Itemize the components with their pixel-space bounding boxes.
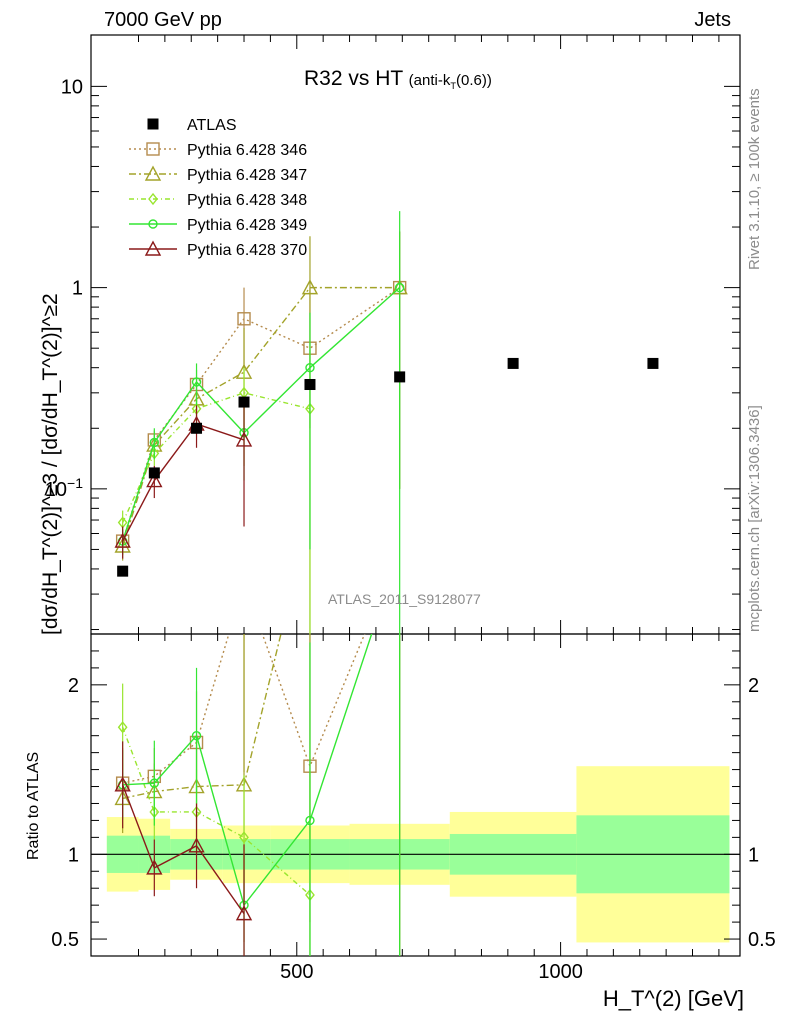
header-process-label: Jets (694, 9, 731, 31)
point-ATLAS (148, 467, 160, 479)
y-tick-label: 10−1 (45, 475, 83, 501)
point-p349 (191, 377, 202, 387)
ratio-point-p370 (235, 905, 253, 921)
ratio-line-p346 (122, 634, 366, 784)
ratio-point-p348 (117, 721, 128, 734)
frames-and-ticks: 500 1000 10−1 1 10 0.5 0.5 1 1 2 2 (45, 34, 776, 983)
legend-label-p370: Pythia 6.428 370 (187, 242, 307, 259)
series-main-p346 (115, 231, 407, 634)
chart-title: R32 vs HT (anti-kT(0.6)) (304, 68, 492, 91)
point-ATLAS (191, 422, 203, 434)
legend-marker-p370 (144, 240, 162, 256)
legend-marker-p348 (148, 192, 158, 206)
legend-entry-p370: Pythia 6.428 370 (129, 240, 307, 259)
legend-entry-p348: Pythia 6.428 348 (129, 192, 307, 209)
ratio-tick-label-left: 2 (68, 675, 79, 697)
ratio-point-p370 (114, 776, 131, 792)
y-axis-label: [dσ/dH_T^(2)]^≥3 / [dσ/dH_T^(2)]^≥2 (39, 293, 62, 635)
y-tick-label: 1 (72, 278, 83, 300)
series-line-p349 (121, 287, 401, 542)
legend-entry-ATLAS: ATLAS (147, 117, 237, 134)
point-ATLAS (394, 371, 406, 383)
ratio-line-p370 (122, 784, 245, 915)
ratio-uncertainty-bands (91, 766, 740, 943)
legend-marker-p347 (144, 165, 162, 181)
series-layer (114, 211, 659, 956)
legend-label-p349: Pythia 6.428 349 (187, 217, 307, 234)
point-p349 (394, 282, 405, 293)
legend: ATLAS Pythia 6.428 346 Pythia 6.428 347 Pyt… (129, 117, 307, 259)
ratio-point-p349 (305, 815, 315, 826)
legend-marker-ATLAS (147, 118, 159, 130)
series-line-p370 (122, 423, 245, 542)
series-main-ATLAS (117, 357, 659, 577)
series-line-p347 (121, 286, 400, 547)
analysis-watermark: ATLAS_2011_S9128077 (328, 591, 481, 607)
ratio-point-p349 (191, 730, 202, 741)
ratio-tick-label-left: 1 (68, 844, 79, 866)
point-p349 (305, 362, 315, 373)
ratio-point-p348 (239, 831, 249, 844)
chart-title-sub: (anti-kT(0.6)) (408, 72, 492, 91)
legend-entry-p347: Pythia 6.428 347 (129, 165, 307, 184)
point-p347 (301, 279, 319, 295)
series-main-p349 (117, 211, 405, 634)
legend-entry-p346: Pythia 6.428 346 (129, 142, 307, 159)
ratio-point-p370 (188, 837, 205, 853)
ratio-point-p349 (149, 778, 160, 788)
ratio-panel-frame (90, 633, 741, 957)
x-axis-label: H_T^(2) [GeV] (602, 986, 744, 1011)
ratio-point-p346 (238, 577, 250, 589)
point-p370 (235, 431, 253, 447)
legend-entry-p349: Pythia 6.428 349 (129, 217, 307, 234)
legend-marker-p346 (146, 142, 160, 156)
ratio-tick-label-right: 0.5 (748, 929, 776, 951)
x-tick-label: 500 (280, 961, 313, 983)
legend-label-ATLAS: ATLAS (187, 117, 237, 134)
point-ATLAS (507, 357, 519, 369)
series-ratio-p370 (114, 741, 253, 956)
point-p370 (114, 532, 131, 548)
series-main-p348 (117, 349, 315, 634)
ratio-tick-label-right: 1 (748, 844, 759, 866)
mcplots-reference-label: mcplots.cern.ch [arXiv:1306.3436] (746, 405, 763, 632)
point-ATLAS (238, 396, 250, 408)
series-line-p346 (121, 287, 401, 542)
ratio-point-p370 (146, 859, 163, 875)
ratio-line-p347 (122, 634, 282, 800)
rivet-version-label: Rivet 3.1.10, ≥ 100k events (746, 88, 763, 270)
point-p346 (237, 312, 251, 326)
point-ATLAS (117, 565, 129, 577)
x-tick-label: 1000 (538, 961, 583, 983)
point-ATLAS (647, 357, 659, 369)
point-p349 (149, 437, 160, 448)
legend-marker-p349 (148, 219, 158, 229)
ratio-tick-label-right: 2 (748, 675, 759, 697)
ratio-line-p349 (122, 634, 373, 907)
legend-label-p346: Pythia 6.428 346 (187, 142, 307, 159)
point-ATLAS (304, 379, 316, 391)
chart-title-main: R32 vs HT (304, 67, 403, 90)
header-energy-label: 7000 GeV pp (104, 9, 222, 31)
point-p370 (146, 472, 163, 488)
legend-label-p348: Pythia 6.428 348 (187, 192, 307, 209)
series-main-p370 (114, 397, 253, 559)
series-main-p347 (114, 231, 408, 561)
ratio-axis-label: Ratio to ATLAS (25, 751, 42, 860)
ratio-tick-label-left: 0.5 (51, 929, 79, 951)
y-tick-label: 10 (61, 76, 83, 98)
legend-label-p347: Pythia 6.428 347 (187, 167, 307, 184)
